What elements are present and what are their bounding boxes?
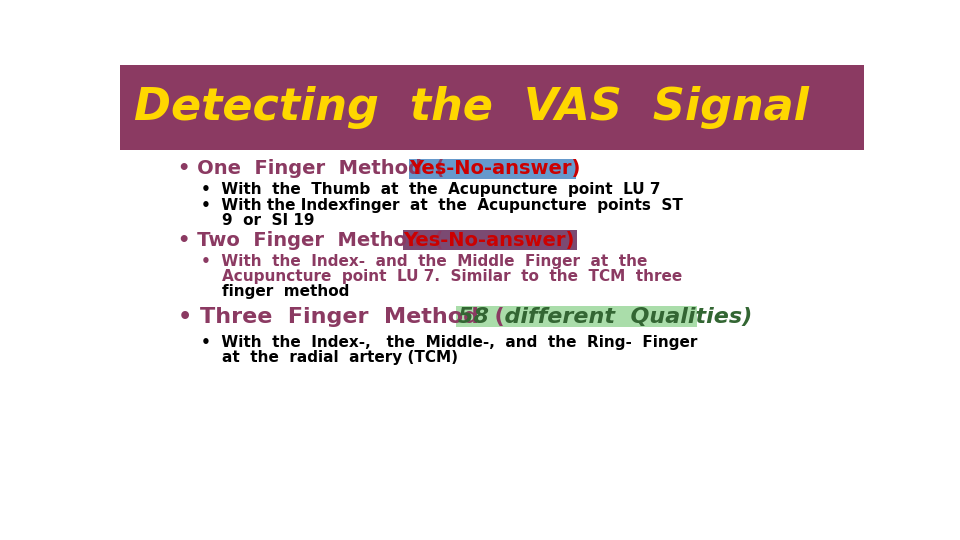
Text: Detecting  the  VAS  Signal: Detecting the VAS Signal bbox=[134, 86, 809, 129]
Text: Yes-No-answer): Yes-No-answer) bbox=[409, 159, 581, 178]
Text: • Three  Finger  Method  (: • Three Finger Method ( bbox=[179, 307, 505, 327]
Text: •  With  the  Thumb  at  the  Acupuncture  point  LU 7: • With the Thumb at the Acupuncture poin… bbox=[202, 182, 660, 197]
FancyBboxPatch shape bbox=[120, 65, 864, 150]
Text: •  With the Indexfinger  at  the  Acupuncture  points  ST: • With the Indexfinger at the Acupunctur… bbox=[202, 198, 684, 213]
FancyBboxPatch shape bbox=[456, 306, 697, 327]
Text: • One  Finger  Method  (: • One Finger Method ( bbox=[179, 159, 444, 178]
Text: •  With  the  Index-  and  the  Middle  Finger  at  the: • With the Index- and the Middle Finger … bbox=[202, 254, 648, 268]
FancyBboxPatch shape bbox=[403, 231, 577, 251]
Text: 9  or  SI 19: 9 or SI 19 bbox=[202, 213, 315, 228]
Text: 58  different  Qualities): 58 different Qualities) bbox=[458, 307, 752, 327]
Text: Yes-No-answer): Yes-No-answer) bbox=[403, 231, 574, 250]
Text: finger  method: finger method bbox=[202, 284, 349, 299]
Text: at  the  radial  artery (TCM): at the radial artery (TCM) bbox=[202, 350, 458, 365]
Text: • Two  Finger  Method  (: • Two Finger Method ( bbox=[179, 231, 444, 250]
Text: •  With  the  Index-,   the  Middle-,  and  the  Ring-  Finger: • With the Index-, the Middle-, and the … bbox=[202, 334, 698, 349]
Text: Acupuncture  point  LU 7.  Similar  to  the  TCM  three: Acupuncture point LU 7. Similar to the T… bbox=[202, 269, 683, 284]
FancyBboxPatch shape bbox=[409, 159, 576, 179]
